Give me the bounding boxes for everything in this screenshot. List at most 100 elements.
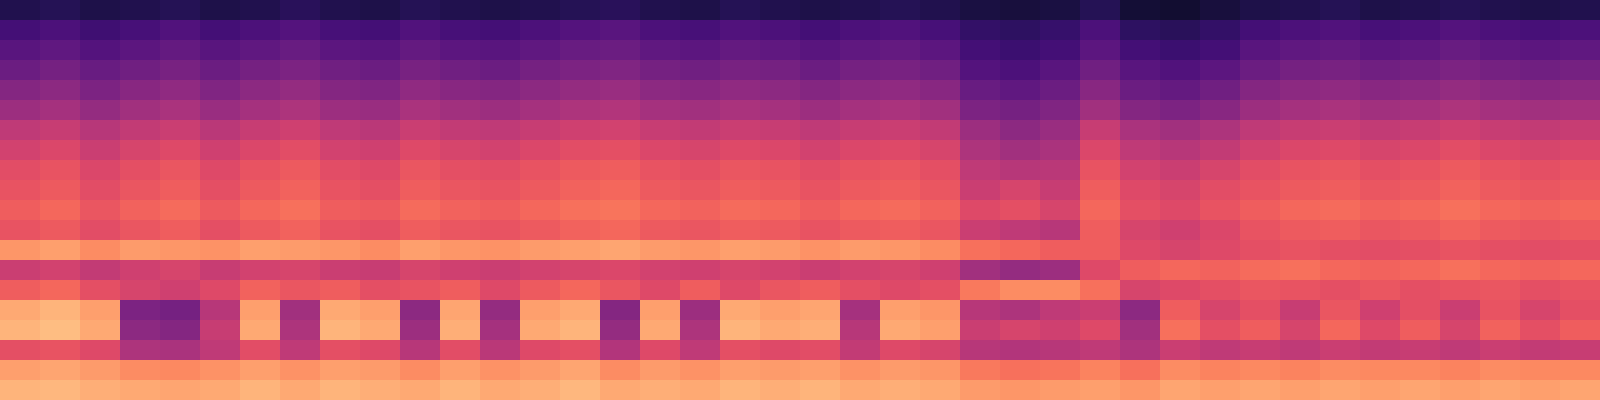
heatmap-cell [840, 360, 881, 381]
heatmap-cell [120, 240, 161, 261]
heatmap-cell [1560, 320, 1600, 341]
heatmap-cell [1120, 80, 1161, 101]
heatmap-cell [80, 0, 121, 21]
heatmap-cell [1400, 260, 1441, 281]
heatmap-cell [1040, 140, 1081, 161]
heatmap-cell [800, 200, 841, 221]
heatmap-cell [1280, 220, 1321, 241]
heatmap-cell [1480, 80, 1521, 101]
heatmap-cell [1520, 200, 1561, 221]
heatmap-cell [1520, 320, 1561, 341]
heatmap-cell [40, 320, 81, 341]
heatmap-cell [1080, 120, 1121, 141]
heatmap-cell [1000, 160, 1041, 181]
heatmap-cell [640, 260, 681, 281]
heatmap-cell [1240, 220, 1281, 241]
heatmap-cell [800, 340, 841, 361]
heatmap-cell [1560, 280, 1600, 301]
heatmap-cell [1320, 140, 1361, 161]
heatmap-cell [1280, 120, 1321, 141]
heatmap-cell [80, 360, 121, 381]
heatmap-cell [400, 160, 441, 181]
heatmap-cell [1120, 100, 1161, 121]
heatmap-cell [600, 80, 641, 101]
heatmap-cell [1160, 280, 1201, 301]
heatmap-cell [400, 360, 441, 381]
heatmap-cell [1160, 20, 1201, 41]
heatmap-cell [480, 160, 521, 181]
heatmap-cell [440, 20, 481, 41]
heatmap-cell [1200, 340, 1241, 361]
heatmap-cell [520, 120, 561, 141]
heatmap-cell [1320, 220, 1361, 241]
heatmap-cell [520, 380, 561, 400]
heatmap-cell [120, 40, 161, 61]
heatmap-cell [1200, 220, 1241, 241]
heatmap-cell [200, 360, 241, 381]
heatmap-cell [480, 0, 521, 21]
heatmap-cell [1480, 360, 1521, 381]
heatmap-cell [920, 360, 961, 381]
heatmap-cell [440, 200, 481, 221]
heatmap-cell [280, 120, 321, 141]
heatmap-cell [1320, 40, 1361, 61]
heatmap-cell [1040, 300, 1081, 321]
heatmap-cell [1560, 260, 1600, 281]
heatmap-cell [0, 40, 41, 61]
heatmap-cell [560, 140, 601, 161]
heatmap-cell [1520, 340, 1561, 361]
heatmap-cell [1560, 200, 1600, 221]
heatmap-cell [400, 340, 441, 361]
heatmap-cell [1160, 180, 1201, 201]
heatmap-cell [1320, 0, 1361, 21]
heatmap-cell [280, 100, 321, 121]
heatmap-cell [440, 40, 481, 61]
heatmap-cell [360, 160, 401, 181]
heatmap-cell [1480, 120, 1521, 141]
heatmap-cell [1200, 60, 1241, 81]
heatmap-cell [560, 60, 601, 81]
heatmap-cell [560, 160, 601, 181]
heatmap-cell [1080, 280, 1121, 301]
heatmap-cell [1560, 40, 1600, 61]
heatmap-cell [680, 220, 721, 241]
heatmap-cell [800, 300, 841, 321]
heatmap-cell [880, 40, 921, 61]
heatmap-cell [360, 300, 401, 321]
heatmap-cell [1480, 380, 1521, 400]
heatmap-cell [400, 180, 441, 201]
heatmap-cell [1520, 0, 1561, 21]
heatmap-cell [1160, 260, 1201, 281]
heatmap-cell [1160, 160, 1201, 181]
heatmap-cell [720, 300, 761, 321]
heatmap-cell [1240, 100, 1281, 121]
heatmap-cell [1160, 300, 1201, 321]
heatmap-cell [1200, 360, 1241, 381]
heatmap-cell [440, 180, 481, 201]
heatmap-cell [40, 140, 81, 161]
heatmap-cell [200, 320, 241, 341]
heatmap-cell [520, 200, 561, 221]
heatmap-cell [1520, 120, 1561, 141]
heatmap-cell [1000, 360, 1041, 381]
heatmap-cell [920, 20, 961, 41]
heatmap-cell [200, 160, 241, 181]
heatmap-cell [760, 120, 801, 141]
heatmap-cell [320, 340, 361, 361]
heatmap-cell [80, 280, 121, 301]
heatmap-cell [560, 380, 601, 400]
heatmap-cell [40, 280, 81, 301]
heatmap-cell [120, 280, 161, 301]
heatmap-cell [1520, 240, 1561, 261]
heatmap-cell [560, 100, 601, 121]
heatmap-cell [280, 340, 321, 361]
heatmap-cell [1440, 200, 1481, 221]
heatmap-cell [1280, 340, 1321, 361]
heatmap-cell [1360, 320, 1401, 341]
heatmap-cell [280, 200, 321, 221]
heatmap-cell [280, 0, 321, 21]
heatmap-cell [280, 320, 321, 341]
heatmap-cell [200, 280, 241, 301]
heatmap-cell [760, 180, 801, 201]
heatmap-cell [480, 100, 521, 121]
